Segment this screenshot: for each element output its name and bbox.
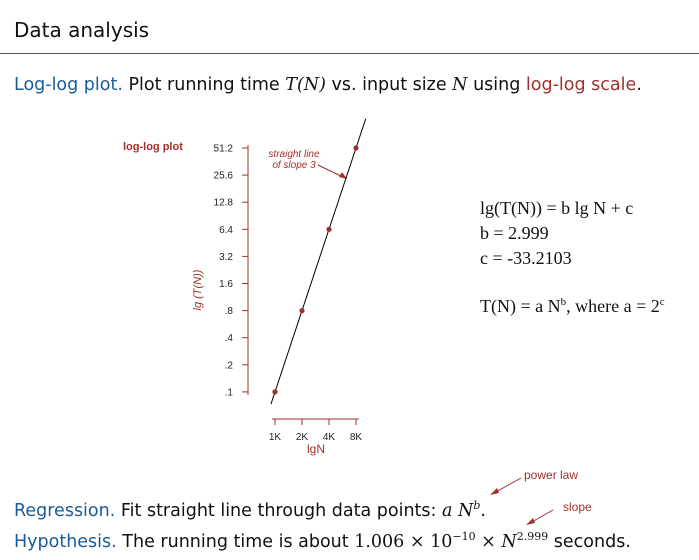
data-point [353,145,359,151]
intro-end: . [636,75,642,95]
hypothesis-n-exp: 2.999 [516,530,549,543]
equation-line4-exp2: c [659,296,665,308]
regression-formula-exp: b [473,499,481,512]
intro-text-before: Plot running time [128,75,280,95]
axes-group: 51.2 25.6 12.8 6.4 3.2 1.6 .8 .4 .2 .1 1K 2K 4K 8K [214,144,363,444]
data-point [326,226,332,232]
title-divider [0,53,699,54]
intro-line: Log-log plot. Plot running time T(N) vs.… [14,75,642,95]
slope-annotation-arrowhead [339,172,347,179]
x-tick-label: 4K [323,432,336,443]
equation-line4-exp: b [560,296,567,308]
y-tick-label: 1.6 [219,279,233,290]
data-point [272,389,278,395]
regression-fit-line [270,118,367,405]
y-axis-label: lg (T(N)) [192,269,204,310]
y-tick-label: .8 [225,306,234,317]
equation-line4-prefix: T(N) = a N [480,296,561,316]
slope-annotation: slope [563,500,592,514]
x-tick-label: 2K [296,432,309,443]
regression-line: Regression. Fit straight line through da… [14,499,486,521]
x-axis-label: lgN [307,442,325,456]
y-tick-label: .1 [225,387,234,398]
regression-formula-base: a N [442,500,474,521]
equation-line3: c = -33.2103 [480,248,572,268]
hypothesis-term: Hypothesis. [14,531,117,552]
y-tick-label: 51.2 [214,144,234,155]
y-tick-label: 25.6 [214,171,234,182]
hypothesis-text: The running time is about [122,531,349,552]
y-tick-label: .4 [225,333,234,344]
slope-annotation-line1: straight line [268,149,320,160]
equation-line2: b = 2.999 [480,223,549,243]
data-points-group [272,145,359,395]
intro-tn: T(N) [285,75,326,95]
chart-legend-label: log-log plot [123,141,183,153]
equation-line4-suffix: , where a = 2 [566,296,660,316]
fit-line-group [270,118,367,405]
intro-term: Log-log plot. [14,75,123,95]
hypothesis-line: Hypothesis. The running time is about 1.… [14,530,631,552]
hypothesis-coef: 1.006 × 10−10 × N2.999 [354,530,549,552]
power-law-annotation: power law [524,468,579,482]
hypothesis-times-n: × N [481,531,517,552]
intro-n: N [452,75,468,95]
hypothesis-coef-base: 1.006 × 10 [354,531,453,552]
regression-end: . [480,500,486,521]
intro-text-mid: vs. input size [331,75,447,95]
hypothesis-coef-exp: −10 [452,530,476,543]
intro-text-using: using [473,75,521,95]
regression-formula: a Nb [442,499,481,521]
x-tick-label: 1K [269,432,282,443]
intro-scale-term: log-log scale [525,75,637,95]
slope-annotation-line2: of slope 3 [272,160,316,171]
y-tick-label: 3.2 [219,252,233,263]
y-tick-label: 12.8 [214,198,234,209]
regression-text: Fit straight line through data points: [120,500,437,521]
y-tick-label: 6.4 [219,225,233,236]
data-point [299,308,305,314]
equation-line4: T(N) = a Nb, where a = 2c [480,296,665,317]
x-tick-label: 8K [350,432,363,443]
hypothesis-end: seconds. [553,531,631,552]
regression-term: Regression. [14,500,116,521]
slide-title: Data analysis [14,18,150,42]
equation-line1: lg(T(N)) = b lg N + c [480,198,634,218]
y-tick-label: .2 [225,360,234,371]
